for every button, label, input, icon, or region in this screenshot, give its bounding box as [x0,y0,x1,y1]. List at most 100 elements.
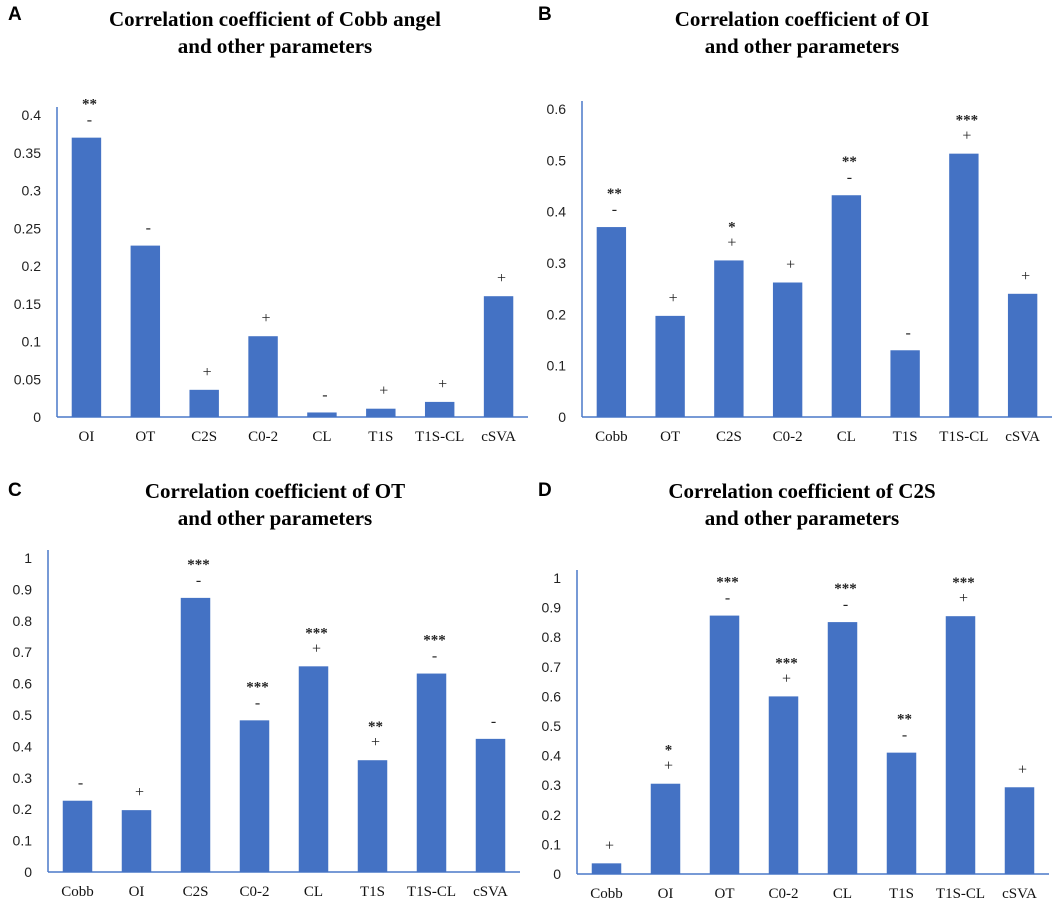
chart-title: Correlation coefficient of OT and other … [40,478,510,532]
bar-t1s [886,752,917,874]
x-tick-label: C0-2 [773,429,803,445]
x-tick-label: OT [660,429,680,445]
correlation-sign: - [843,596,848,613]
correlation-sign: - [847,169,852,186]
x-tick-label: OT [715,886,735,902]
correlation-sign: + [497,270,506,287]
correlation-sign: - [491,713,496,730]
bar-c2s [180,597,211,872]
correlation-sign: + [727,234,736,251]
correlation-sign: + [379,383,388,400]
bar-chart: 00.050.10.150.20.250.30.350.4OI-**OT-C2S… [14,97,528,445]
correlation-sign: - [612,201,617,218]
x-tick-label: C0-2 [240,884,270,900]
bar-oi [650,783,681,874]
x-tick-label: cSVA [481,429,516,445]
correlation-sign: - [432,648,437,665]
x-tick-label: cSVA [1005,429,1040,445]
bar-t1s [357,760,388,872]
x-tick-label: CL [304,884,323,900]
x-tick-label: T1S [368,429,393,445]
y-tick-label: 0.1 [542,836,562,852]
y-tick-label: 0 [558,409,566,425]
correlation-sign: + [605,837,614,854]
y-tick-label: 0 [33,409,41,425]
panel-label: B [538,4,552,25]
x-tick-label: Cobb [595,429,628,445]
x-tick-label: T1S [893,429,918,445]
y-tick-label: 0.7 [13,644,33,660]
chart-title-line-1: Correlation coefficient of OI [674,7,930,31]
chart-title-line-1: Correlation coefficient of C2S [668,479,936,503]
chart-title-line-2: and other parameters [177,506,373,530]
y-tick-label: 0.8 [13,613,33,629]
correlation-sign: + [786,257,795,274]
correlation-sign: + [262,310,271,327]
x-tick-label: OT [135,429,155,445]
x-tick-label: CL [312,429,331,445]
x-tick-label: T1S-CL [936,886,985,902]
y-tick-label: 0.4 [13,738,33,754]
significance-label: * [728,219,736,235]
bar-chart: 00.10.20.30.40.50.6Cobb-**OT+C2S+*C0-2+C… [547,101,1052,445]
chart-panel-d: D Correlation coefficient of C2S and oth… [527,458,1053,915]
correlation-sign: - [146,220,151,237]
bar-cl [307,412,337,417]
x-tick-label: T1S [889,886,914,902]
bar-c0-2 [248,336,278,417]
y-tick-label: 0.5 [542,718,562,734]
correlation-sign: + [371,734,380,751]
correlation-sign: + [438,376,447,393]
x-tick-label: C2S [716,429,742,445]
panel-label: A [8,4,22,25]
chart-title-line-1: Correlation coefficient of Cobb angel [108,7,442,31]
bar-c0-2 [772,282,803,417]
significance-label: ** [842,154,857,170]
bar-c2s [189,389,219,417]
significance-label: ** [368,719,383,735]
panel-label: C [8,480,22,501]
bar-t1s-cl [949,153,979,417]
chart-title-line-2: and other parameters [177,34,373,58]
correlation-sign: + [312,640,321,657]
bar-t1s-cl [945,616,976,874]
chart-title: Correlation coefficient of OI and other … [567,6,1037,60]
chart-title-line-1: Correlation coefficient of OT [144,479,406,503]
y-tick-label: 0.05 [14,371,41,387]
bar-ot [709,615,740,874]
significance-label: *** [305,625,328,641]
x-tick-label: cSVA [1002,886,1037,902]
y-tick-label: 0.5 [13,707,33,723]
bar-cl [298,666,329,872]
significance-label: ** [607,186,622,202]
correlation-sign: - [196,572,201,589]
y-tick-label: 0.3 [542,777,562,793]
y-tick-label: 0.6 [542,688,562,704]
chart-title-line-2: and other parameters [704,34,900,58]
x-tick-label: Cobb [61,884,94,900]
significance-label: *** [834,581,857,597]
correlation-sign: - [87,112,92,129]
y-tick-label: 0.1 [22,334,42,350]
bar-csva [483,296,514,417]
significance-label: *** [716,575,739,591]
bar-ot [130,245,161,417]
x-tick-label: CL [833,886,852,902]
y-tick-label: 0 [24,864,32,880]
y-tick-label: 0.3 [13,770,33,786]
x-tick-label: C2S [191,429,217,445]
y-tick-label: 0.3 [22,183,42,199]
correlation-sign: + [203,364,212,381]
bar-csva [1004,787,1035,874]
x-tick-label: Cobb [590,886,623,902]
bar-t1s-cl [424,401,455,417]
correlation-sign: + [1021,268,1030,285]
chart-panel-a: A Correlation coefficient of Cobb angel … [0,0,528,458]
y-tick-label: 0.4 [22,107,42,123]
bar-cl [827,622,858,874]
x-tick-label: C2S [183,884,209,900]
bar-t1s-cl [416,673,447,872]
significance-label: ** [82,97,97,113]
x-tick-label: OI [79,429,95,445]
correlation-sign: - [255,694,260,711]
